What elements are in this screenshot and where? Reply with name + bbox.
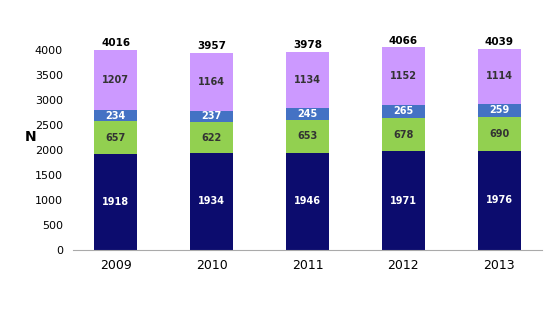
Text: 1934: 1934: [198, 196, 225, 206]
Bar: [190, 111, 233, 122]
Bar: [94, 110, 137, 121]
Bar: [190, 153, 233, 250]
Bar: [382, 118, 425, 151]
Text: 1946: 1946: [294, 196, 321, 206]
Bar: [478, 151, 521, 250]
Bar: [478, 117, 521, 151]
Text: 265: 265: [393, 106, 414, 116]
Text: 1207: 1207: [102, 75, 129, 85]
Bar: [286, 120, 329, 153]
Bar: [382, 151, 425, 250]
Bar: [94, 121, 137, 154]
Text: 1976: 1976: [486, 196, 513, 205]
Text: 653: 653: [297, 132, 318, 141]
Text: 3978: 3978: [293, 40, 322, 50]
Text: 4016: 4016: [101, 38, 130, 48]
Text: 4066: 4066: [389, 36, 418, 46]
Text: 237: 237: [201, 111, 222, 122]
Text: 1164: 1164: [198, 76, 225, 87]
Text: 234: 234: [106, 111, 126, 121]
Text: 1152: 1152: [390, 71, 417, 81]
Bar: [190, 52, 233, 111]
Bar: [286, 153, 329, 250]
Text: 622: 622: [201, 133, 222, 143]
Text: 690: 690: [489, 129, 509, 139]
Text: 657: 657: [106, 133, 126, 143]
Bar: [94, 50, 137, 110]
Bar: [286, 108, 329, 120]
Bar: [190, 122, 233, 153]
Text: 1918: 1918: [102, 197, 129, 207]
Legend: Trisomie 21, Trisomie 18, Trisomie 13, Autres anomalies déséquilibrées: Trisomie 21, Trisomie 18, Trisomie 13, A…: [103, 317, 512, 320]
Bar: [382, 47, 425, 105]
Bar: [94, 154, 137, 250]
Bar: [478, 49, 521, 104]
Text: 259: 259: [489, 106, 509, 116]
Bar: [478, 104, 521, 117]
Text: 245: 245: [297, 109, 318, 119]
Y-axis label: N: N: [25, 130, 36, 144]
Bar: [286, 52, 329, 108]
Text: 1114: 1114: [486, 71, 513, 81]
Text: 1134: 1134: [294, 75, 321, 85]
Text: 678: 678: [393, 130, 414, 140]
Text: 4039: 4039: [485, 37, 514, 47]
Text: 3957: 3957: [197, 41, 226, 51]
Text: 1971: 1971: [390, 196, 417, 205]
Bar: [382, 105, 425, 118]
